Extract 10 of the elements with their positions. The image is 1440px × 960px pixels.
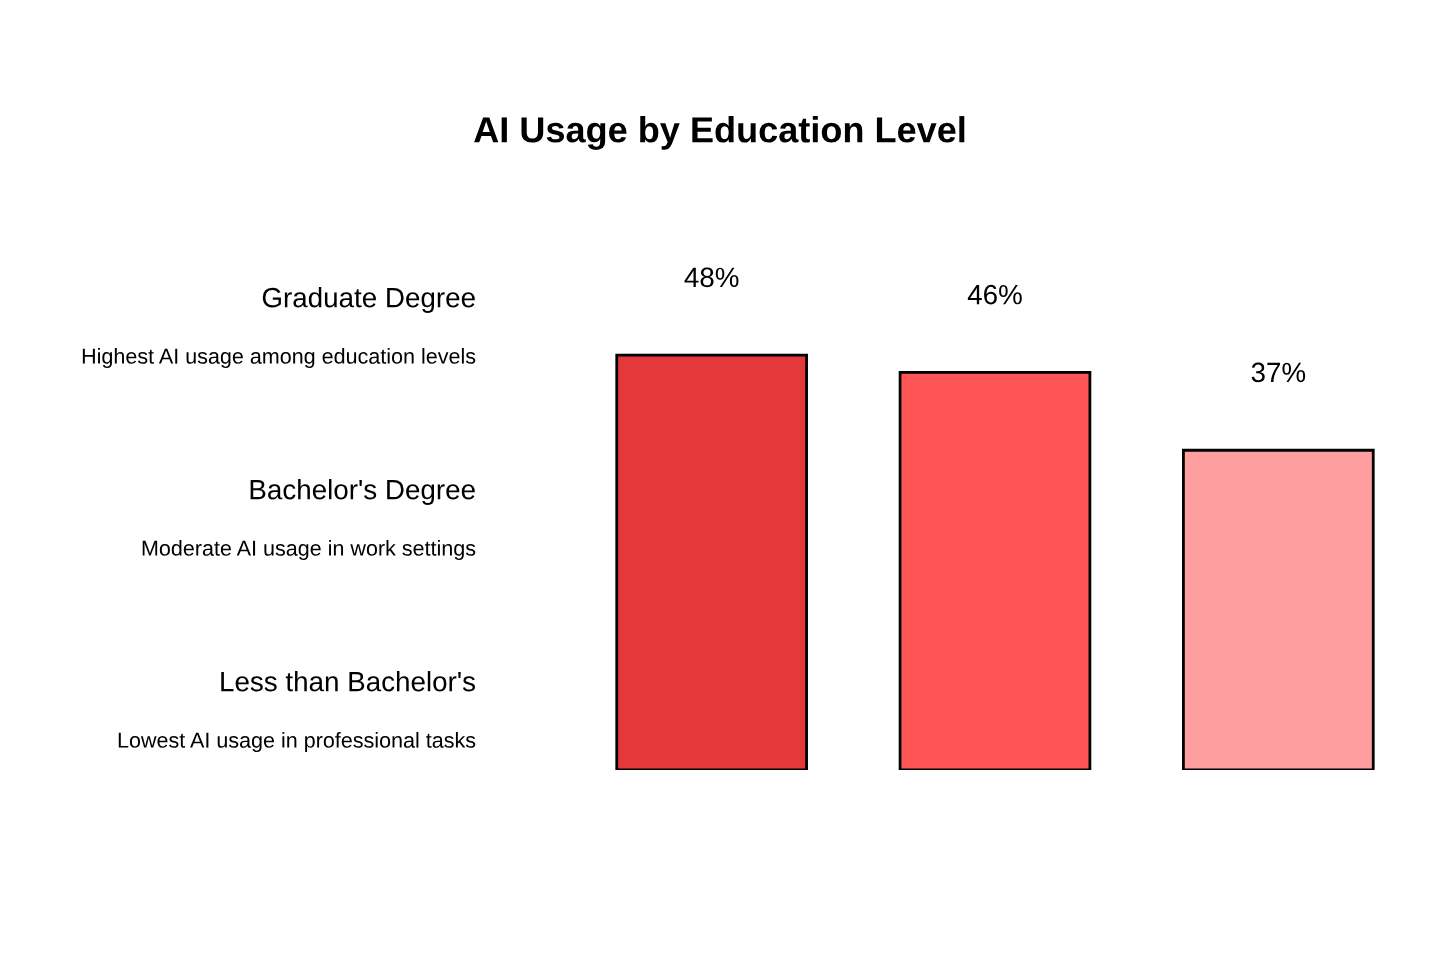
data-label: 46% [967,284,1022,305]
data-label: 37% [1251,362,1306,383]
text: Graduate Degree [262,287,475,313]
text: Highest AI usage among education levels [82,348,476,369]
chart-title: AI Usage by Education Level [474,116,965,150]
text: Less than Bachelor's [221,671,476,692]
data-label: 48% [684,267,739,288]
text: Lowest AI usage in professional tasks [118,732,476,753]
text: Moderate AI usage in work settings [142,540,476,561]
text: Bachelor's Degree [250,479,475,505]
